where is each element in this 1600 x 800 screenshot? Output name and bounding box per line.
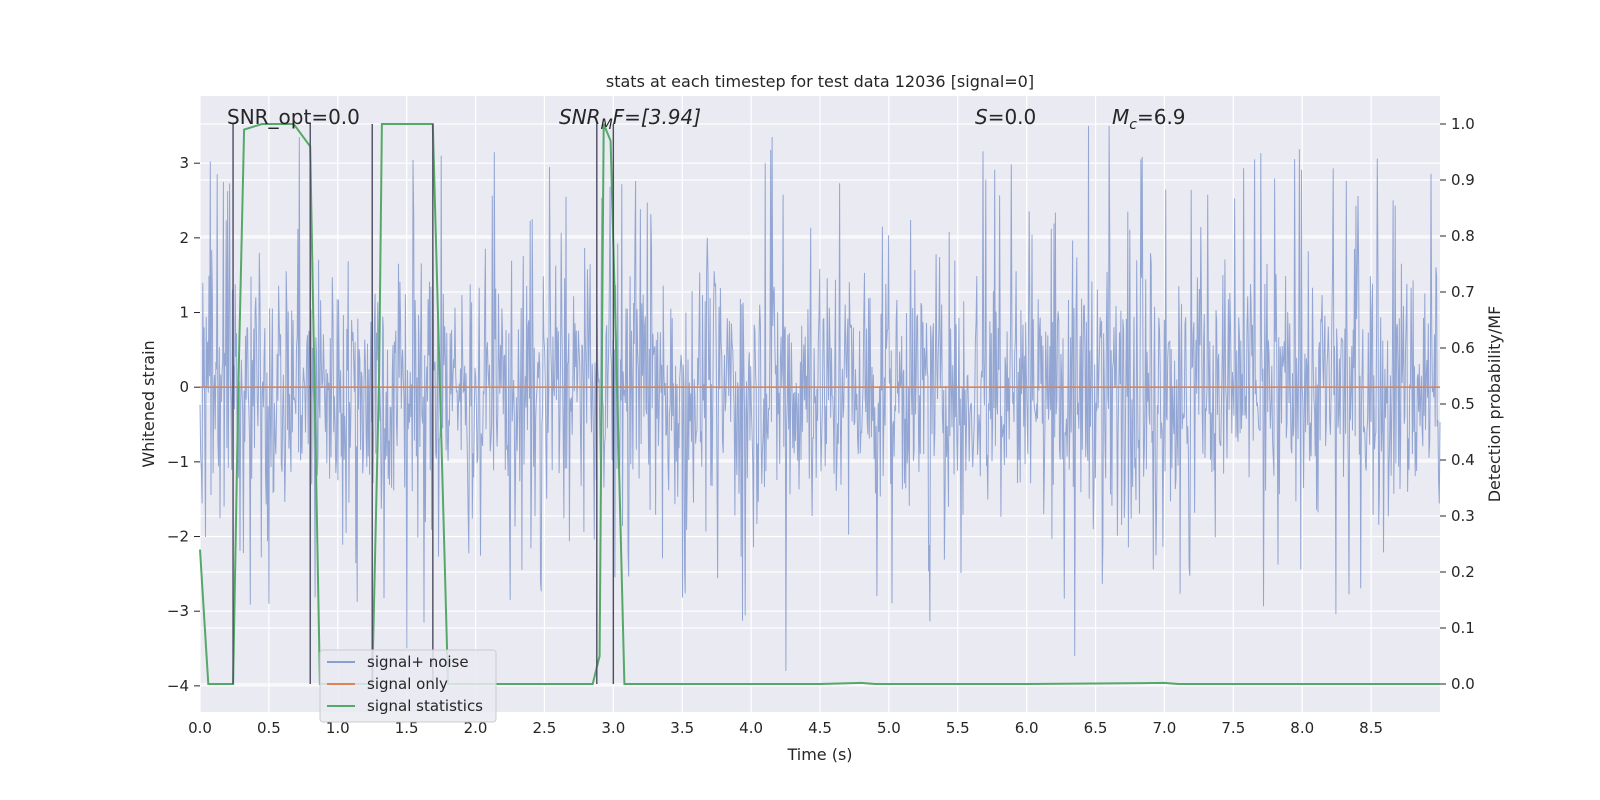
annotation-snr-opt: SNR_opt=0.0	[227, 105, 360, 129]
annotation-snr-mf: SNRMF=[3.94]	[559, 105, 701, 133]
mc-symbol: M	[1112, 105, 1129, 129]
y-right-tick-label: 0.0	[1451, 675, 1475, 693]
legend: signal+ noise signal only signal statist…	[319, 649, 497, 723]
x-tick-label: 4.5	[808, 719, 832, 737]
x-tick-label: 2.0	[464, 719, 488, 737]
x-tick-label: 4.0	[739, 719, 763, 737]
mc-subscript: c	[1129, 117, 1137, 133]
y-right-tick-label: 0.9	[1451, 171, 1475, 189]
y-tick-label: 0	[179, 378, 189, 396]
x-tick-label: 1.0	[326, 719, 350, 737]
y-tick-label: 2	[179, 229, 189, 247]
y-right-axis-title: Detection probability/MF	[1485, 306, 1504, 503]
y-axis-title: Whitened strain	[139, 340, 158, 467]
y-right-tick-label: 0.6	[1451, 339, 1475, 357]
y-tick-label: −3	[167, 602, 189, 620]
annotation-s: S=0.0	[975, 105, 1036, 129]
x-tick-label: 0.5	[257, 719, 281, 737]
snr-mf-symbol: SNR	[559, 105, 601, 129]
mc-value: =6.9	[1137, 105, 1186, 129]
y-right-tick-label: 0.3	[1451, 507, 1475, 525]
x-tick-label: 7.0	[1153, 719, 1177, 737]
x-tick-label: 5.0	[877, 719, 901, 737]
x-axis-title: Time (s)	[786, 745, 852, 764]
y-right-tick-label: 0.5	[1451, 395, 1475, 413]
series-signal-noise	[199, 125, 1441, 671]
x-tick-label: 0.0	[188, 719, 212, 737]
axes: 0.0 0.5 1.0 1.5 2.0 2.5 3.0 3.5 4.0 4.5 5.0 5.5 6.0 6…	[167, 115, 1475, 737]
legend-box	[319, 649, 497, 723]
x-tick-label: 6.5	[1084, 719, 1108, 737]
snr-mf-value: F=[3.94]	[613, 105, 701, 129]
y-tick-label: −1	[167, 453, 189, 471]
y-tick-label: 3	[179, 154, 189, 172]
legend-label-signal: signal only	[367, 675, 448, 693]
y-right-tick-label: 1.0	[1451, 115, 1475, 133]
y-tick-label: −2	[167, 528, 189, 546]
snr-mf-subscript: M	[601, 117, 613, 133]
x-tick-label: 3.5	[670, 719, 694, 737]
noise-series	[199, 125, 1441, 671]
x-tick-label: 8.5	[1359, 719, 1383, 737]
s-symbol: S	[975, 105, 988, 129]
s-value: =0.0	[988, 105, 1037, 129]
y-right-tick-label: 0.2	[1451, 563, 1475, 581]
x-tick-label: 6.0	[1015, 719, 1039, 737]
x-tick-label: 7.5	[1221, 719, 1245, 737]
lines	[199, 123, 1440, 685]
x-tick-label: 3.0	[601, 719, 625, 737]
annotation-mc: Mc=6.9	[1112, 105, 1186, 133]
y-right-tick-label: 0.4	[1451, 451, 1475, 469]
x-tick-label: 5.5	[946, 719, 970, 737]
legend-label-stats: signal statistics	[367, 697, 483, 715]
series-signal-statistics	[199, 123, 1440, 685]
y-tick-label: −4	[167, 677, 189, 695]
chart-title: stats at each timestep for test data 120…	[606, 72, 1034, 91]
y-tick-label: 1	[179, 304, 189, 322]
x-tick-label: 2.5	[533, 719, 557, 737]
y-right-tick-label: 0.1	[1451, 619, 1475, 637]
y-right-tick-label: 0.7	[1451, 283, 1475, 301]
y-right-tick-label: 0.8	[1451, 227, 1475, 245]
legend-label-noise: signal+ noise	[367, 653, 469, 671]
x-tick-label: 8.0	[1290, 719, 1314, 737]
vertical-markers	[232, 124, 615, 684]
x-tick-label: 1.5	[395, 719, 419, 737]
